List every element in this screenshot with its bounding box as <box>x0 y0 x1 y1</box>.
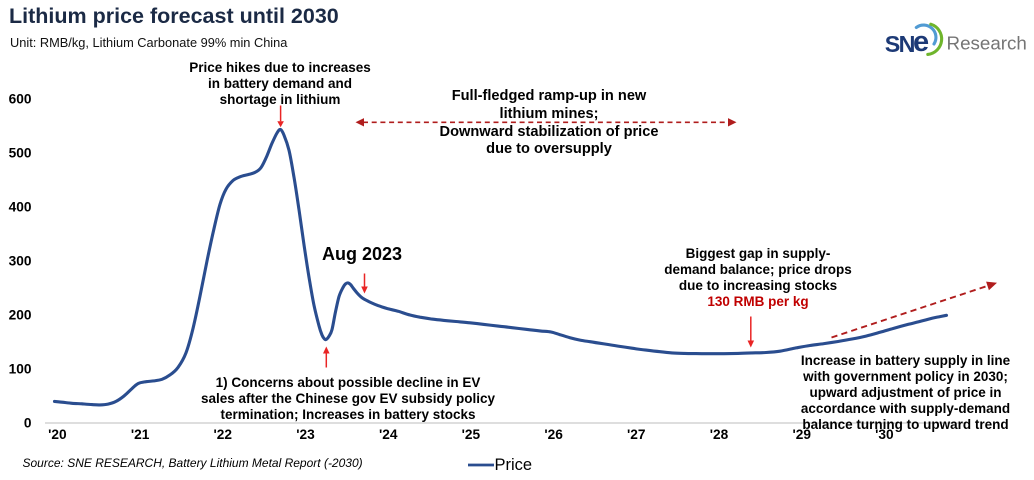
svg-text:'24: '24 <box>379 427 398 442</box>
svg-text:0: 0 <box>24 416 32 431</box>
svg-text:100: 100 <box>9 362 32 377</box>
svg-text:500: 500 <box>9 146 32 161</box>
svg-text:'21: '21 <box>131 427 150 442</box>
svg-text:'29: '29 <box>792 427 811 442</box>
svg-text:'28: '28 <box>710 427 729 442</box>
svg-text:SN: SN <box>885 31 915 57</box>
svg-text:'30: '30 <box>875 427 894 442</box>
svg-text:400: 400 <box>9 200 32 215</box>
svg-text:300: 300 <box>9 254 32 269</box>
svg-text:'23: '23 <box>296 427 315 442</box>
svg-text:'27: '27 <box>627 427 646 442</box>
svg-text:600: 600 <box>9 92 32 107</box>
svg-text:'22: '22 <box>214 427 233 442</box>
svg-text:e: e <box>913 26 929 58</box>
svg-text:'26: '26 <box>544 427 563 442</box>
svg-text:Research: Research <box>947 33 1027 54</box>
svg-text:'20: '20 <box>48 427 67 442</box>
svg-text:'25: '25 <box>462 427 481 442</box>
svg-text:200: 200 <box>9 308 32 323</box>
